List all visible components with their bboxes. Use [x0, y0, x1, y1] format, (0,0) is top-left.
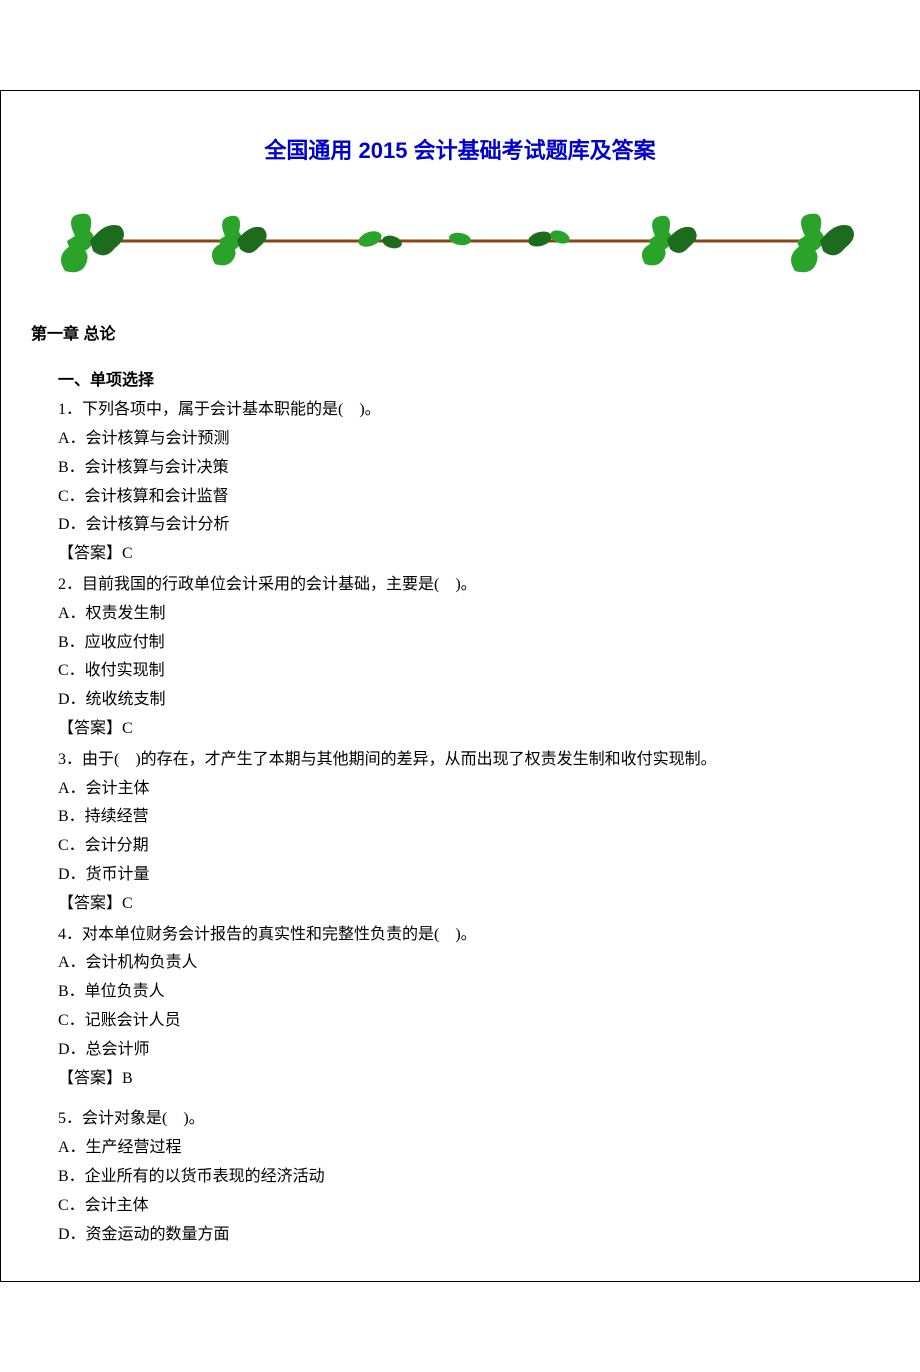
question-text: 1．下列各项中，属于会计基本职能的是( )。 [26, 396, 894, 425]
option-b: B．应收应付制 [26, 629, 894, 658]
option-a: A．会计机构负责人 [26, 949, 894, 978]
page-title: 全国通用 2015 会计基础考试题库及答案 [21, 131, 899, 171]
question-text: 4．对本单位财务会计报告的真实性和完整性负责的是( )。 [26, 921, 894, 950]
option-a: A．会计主体 [26, 775, 894, 804]
page-frame: 全国通用 2015 会计基础考试题库及答案 [0, 90, 920, 1282]
option-d: D．会计核算与会计分析 [26, 511, 894, 540]
answer: 【答案】C [26, 540, 894, 569]
option-b: B．会计核算与会计决策 [26, 454, 894, 483]
question-block: 4．对本单位财务会计报告的真实性和完整性负责的是( )。A．会计机构负责人B．单… [26, 921, 894, 1094]
option-c: C．收付实现制 [26, 657, 894, 686]
vine-decoration [21, 201, 899, 281]
option-d: D．总会计师 [26, 1036, 894, 1065]
question-block: 3．由于( )的存在，才产生了本期与其他期间的差异，从而出现了权责发生制和收付实… [26, 746, 894, 919]
option-b: B．持续经营 [26, 803, 894, 832]
question-block: 2．目前我国的行政单位会计采用的会计基础，主要是( )。A．权责发生制B．应收应… [26, 571, 894, 744]
question-text: 2．目前我国的行政单位会计采用的会计基础，主要是( )。 [26, 571, 894, 600]
question-block: 1．下列各项中，属于会计基本职能的是( )。A．会计核算与会计预测B．会计核算与… [26, 396, 894, 569]
content-area: 第一章 总论 一、单项选择 1．下列各项中，属于会计基本职能的是( )。A．会计… [21, 321, 899, 1250]
option-b: B．单位负责人 [26, 978, 894, 1007]
option-c: C．会计主体 [26, 1192, 894, 1221]
option-b: B．企业所有的以货币表现的经济活动 [26, 1163, 894, 1192]
question-block: 5．会计对象是( )。A．生产经营过程B．企业所有的以货币表现的经济活动C．会计… [26, 1095, 894, 1249]
chapter-heading: 第一章 总论 [26, 321, 894, 350]
option-a: A．会计核算与会计预测 [26, 425, 894, 454]
questions-container: 1．下列各项中，属于会计基本职能的是( )。A．会计核算与会计预测B．会计核算与… [26, 396, 894, 1249]
answer: 【答案】C [26, 890, 894, 919]
option-d: D．资金运动的数量方面 [26, 1221, 894, 1250]
answer: 【答案】B [26, 1065, 894, 1094]
option-c: C．会计分期 [26, 832, 894, 861]
question-text: 3．由于( )的存在，才产生了本期与其他期间的差异，从而出现了权责发生制和收付实… [26, 746, 894, 775]
option-d: D．统收统支制 [26, 686, 894, 715]
section-heading: 一、单项选择 [26, 367, 894, 396]
answer: 【答案】C [26, 715, 894, 744]
option-c: C．记账会计人员 [26, 1007, 894, 1036]
option-a: A．生产经营过程 [26, 1134, 894, 1163]
vine-icon [21, 201, 899, 281]
option-c: C．会计核算和会计监督 [26, 483, 894, 512]
option-d: D．货币计量 [26, 861, 894, 890]
question-text: 5．会计对象是( )。 [26, 1105, 894, 1134]
gap [26, 1095, 894, 1105]
option-a: A．权责发生制 [26, 600, 894, 629]
